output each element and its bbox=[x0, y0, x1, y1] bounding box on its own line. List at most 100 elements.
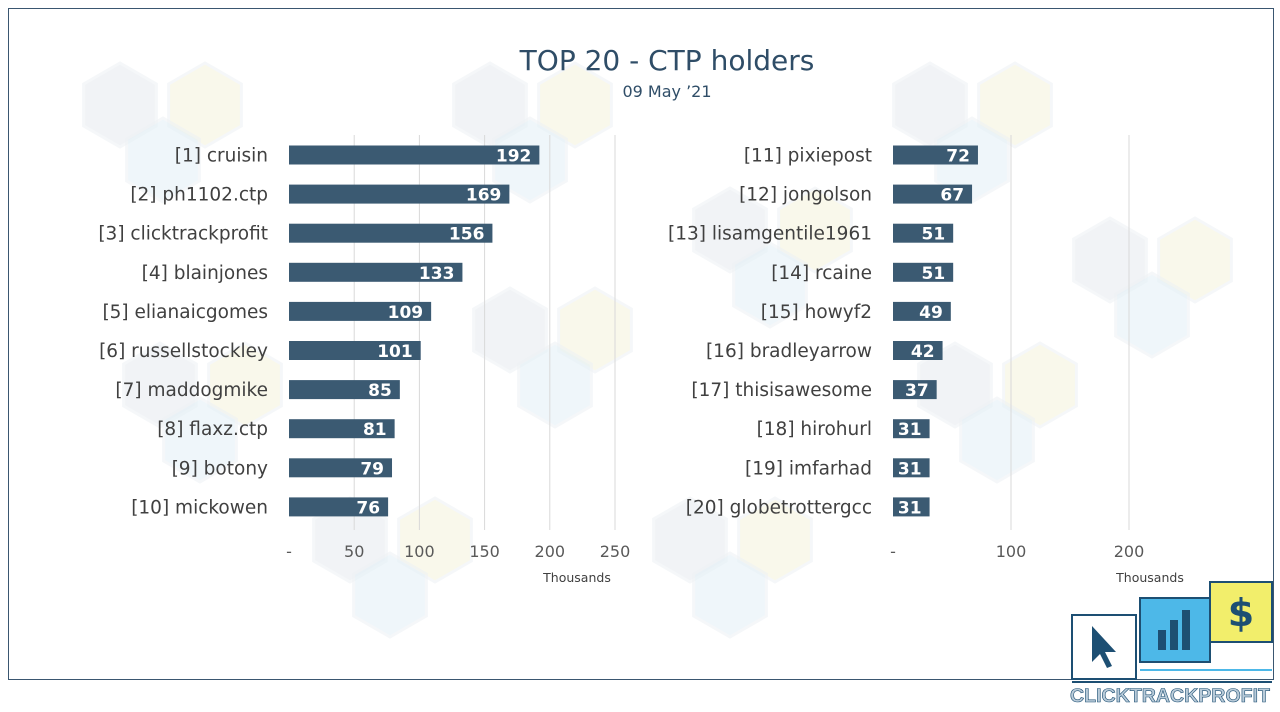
bar-data-label: 85 bbox=[368, 381, 392, 401]
x-tick-label: 200 bbox=[1114, 542, 1145, 561]
bar-data-label: 31 bbox=[898, 459, 922, 479]
bar-data-label: 31 bbox=[898, 420, 922, 440]
watermark-hexagon bbox=[1072, 216, 1148, 304]
bar bbox=[289, 223, 493, 243]
watermark-hexagon bbox=[352, 551, 428, 639]
bar-data-label: 76 bbox=[356, 498, 380, 518]
watermark-hexagon bbox=[472, 286, 548, 374]
chart-panel-right: - 100 200 Thousands 72 [11] pixiepost 67 [12] j… bbox=[668, 135, 1184, 585]
x-tick-label: - bbox=[286, 542, 292, 561]
bar bbox=[893, 301, 951, 321]
x-tick-label: 50 bbox=[344, 542, 364, 561]
x-axis-label: Thousands bbox=[1115, 570, 1184, 585]
bar-data-label: 49 bbox=[919, 303, 943, 323]
watermark-hexagon bbox=[397, 496, 473, 584]
watermark-hexagon bbox=[82, 61, 158, 149]
watermark-hexagon bbox=[557, 286, 633, 374]
category-label: [5] elianaicgomes bbox=[102, 302, 268, 323]
watermark-hexagon bbox=[167, 61, 243, 149]
bar-data-label: 79 bbox=[360, 459, 384, 479]
category-label: [2] ph1102.ctp bbox=[130, 185, 268, 206]
category-label: [8] flaxz.ctp bbox=[157, 419, 268, 440]
watermark-hexagon bbox=[692, 551, 768, 639]
bar-chart-icon bbox=[1139, 597, 1211, 663]
svg-text:$: $ bbox=[1228, 591, 1254, 635]
bar bbox=[893, 145, 978, 165]
bar-data-label: 31 bbox=[898, 498, 922, 518]
watermark-hexagon bbox=[517, 341, 593, 429]
logo-wordmark: CLICKTRACKPROFIT bbox=[1070, 686, 1270, 707]
category-label: [4] blainjones bbox=[142, 263, 268, 284]
category-label: [20] globetrottergcc bbox=[686, 497, 872, 518]
x-tick-label: 250 bbox=[600, 542, 631, 561]
watermark-hexagon bbox=[652, 496, 728, 584]
bar bbox=[893, 184, 973, 204]
watermark-hexagon bbox=[977, 61, 1053, 149]
bar-data-label: 101 bbox=[377, 342, 413, 362]
bar bbox=[289, 380, 400, 400]
watermark-hexagon bbox=[207, 341, 283, 429]
dollar-icon: $ bbox=[1209, 581, 1273, 643]
watermark-hexagon bbox=[777, 186, 853, 274]
bar bbox=[289, 184, 510, 204]
watermark-hexagon bbox=[1157, 216, 1233, 304]
bar-data-label: 133 bbox=[419, 264, 455, 284]
chart-panel-left: - 50 100 150 200 250 Thousands 192 [1] cruisin 16… bbox=[98, 135, 630, 585]
bar bbox=[289, 341, 421, 360]
chart-subtitle: 09 May ’21 bbox=[622, 82, 711, 101]
bar-data-label: 192 bbox=[496, 147, 532, 167]
bar bbox=[289, 497, 389, 517]
category-label: [16] bradleyarrow bbox=[706, 341, 872, 362]
bar-data-label: 109 bbox=[388, 303, 424, 323]
x-tick-label: 100 bbox=[404, 542, 435, 561]
category-label: [14] rcaine bbox=[771, 263, 872, 284]
watermark-hexagon bbox=[125, 116, 201, 204]
x-tick-label: 150 bbox=[469, 542, 500, 561]
category-label: [17] thisisawesome bbox=[691, 380, 872, 401]
cursor-icon bbox=[1071, 614, 1137, 680]
bar bbox=[893, 497, 930, 517]
clicktrackprofit-logo: $ CLICKTRACKPROFIT bbox=[1064, 578, 1276, 708]
bar-data-label: 42 bbox=[911, 342, 935, 362]
x-tick-label: 100 bbox=[996, 542, 1027, 561]
bar bbox=[893, 341, 943, 360]
category-label: [19] imfarhad bbox=[745, 458, 872, 479]
watermark-hexagon bbox=[692, 186, 768, 274]
bar-data-label: 67 bbox=[940, 186, 964, 206]
bar-data-label: 169 bbox=[466, 186, 502, 206]
bar bbox=[893, 262, 954, 282]
watermark-hexagon bbox=[1002, 341, 1078, 429]
watermark-hexagon bbox=[959, 396, 1035, 484]
watermark-hexagon bbox=[312, 496, 388, 584]
bar-data-label: 72 bbox=[946, 147, 970, 167]
category-label: [6] russellstockley bbox=[99, 341, 268, 362]
watermark-hexagon bbox=[737, 496, 813, 584]
category-label: [3] clicktrackprofit bbox=[98, 224, 268, 245]
bar bbox=[893, 458, 930, 478]
bar-data-label: 51 bbox=[922, 264, 946, 284]
category-label: [13] lisamgentile1961 bbox=[668, 224, 872, 245]
x-tick-label: 200 bbox=[535, 542, 566, 561]
bar bbox=[289, 458, 393, 478]
category-label: [1] cruisin bbox=[175, 146, 268, 167]
bar bbox=[893, 223, 954, 243]
bar-data-label: 156 bbox=[449, 225, 485, 245]
category-label: [12] jongolson bbox=[739, 185, 872, 206]
bar-data-label: 37 bbox=[905, 381, 929, 401]
bar bbox=[289, 262, 463, 282]
category-label: [11] pixiepost bbox=[744, 146, 872, 167]
bar-data-label: 51 bbox=[922, 225, 946, 245]
watermark-hexagon bbox=[122, 341, 198, 429]
bar bbox=[289, 145, 540, 165]
category-label: [9] botony bbox=[172, 458, 268, 479]
bar bbox=[893, 419, 930, 439]
category-label: [15] howyf2 bbox=[761, 302, 872, 323]
watermark-hexagon bbox=[1114, 271, 1190, 359]
bar bbox=[893, 380, 937, 400]
bar-data-label: 81 bbox=[363, 420, 387, 440]
watermark-hexagon bbox=[732, 241, 808, 329]
x-tick-label: - bbox=[890, 542, 896, 561]
category-label: [10] mickowen bbox=[131, 497, 268, 518]
